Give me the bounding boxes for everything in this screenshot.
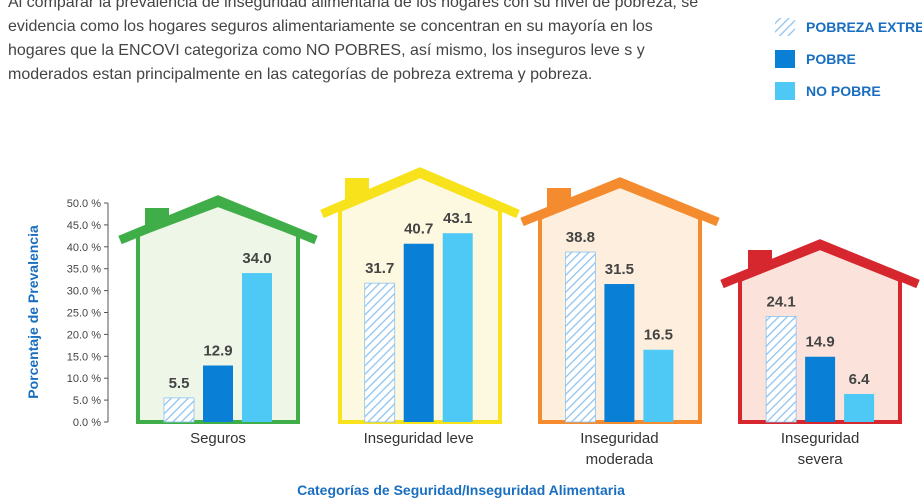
bar	[164, 398, 194, 422]
value-label: 38.8	[566, 229, 595, 246]
y-tick-label: 40.0 %	[67, 242, 101, 254]
value-label: 34.0	[242, 250, 271, 267]
value-label: 16.5	[644, 327, 673, 344]
value-label: 31.5	[605, 261, 634, 278]
y-tick-label: 50.0 %	[67, 198, 101, 210]
y-tick-label: 5.0 %	[73, 395, 101, 407]
y-tick-label: 0.0 %	[73, 417, 101, 429]
value-label: 43.1	[443, 210, 472, 227]
value-label: 12.9	[203, 342, 232, 359]
bar	[443, 233, 473, 422]
x-tick-label: Inseguridad leve	[359, 428, 479, 449]
bar	[604, 284, 634, 422]
bar	[643, 350, 673, 422]
y-tick-label: 45.0 %	[67, 220, 101, 232]
bar	[565, 252, 595, 422]
x-tick-label: Inseguridad moderada	[559, 428, 679, 470]
legend-swatch	[775, 18, 795, 36]
bar	[805, 357, 835, 422]
y-tick-label: 10.0 %	[67, 373, 101, 385]
legend-swatch	[775, 82, 795, 100]
bar	[844, 394, 874, 422]
legend-label: POBREZA EXTREMA	[806, 19, 922, 35]
y-tick-label: 20.0 %	[67, 329, 101, 341]
x-axis-title: Categorías de Seguridad/Inseguridad Alim…	[297, 482, 625, 498]
value-label: 6.4	[849, 371, 871, 388]
x-tick-label: Seguros	[158, 428, 278, 449]
bar	[766, 316, 796, 422]
y-axis-title: Porcentaje de Prevalencia	[25, 225, 41, 399]
x-tick-label: Inseguridad severa	[760, 428, 880, 470]
chart: Porcentaje de Prevalencia Categorías de …	[0, 0, 922, 500]
legend-label: NO POBRE	[806, 83, 881, 99]
y-tick-label: 15.0 %	[67, 351, 101, 363]
bar	[365, 283, 395, 422]
page: Al comparar la prevalencia de insegurida…	[0, 0, 922, 500]
bar	[203, 365, 233, 422]
bar	[242, 273, 272, 422]
value-label: 5.5	[169, 375, 190, 392]
y-tick-label: 35.0 %	[67, 264, 101, 276]
houses	[120, 172, 918, 422]
value-label: 40.7	[404, 221, 433, 238]
value-label: 24.1	[766, 293, 795, 310]
value-label: 14.9	[805, 334, 834, 351]
bar	[404, 244, 434, 422]
y-tick-label: 30.0 %	[67, 286, 101, 298]
y-tick-label: 25.0 %	[67, 308, 101, 320]
value-label: 31.7	[365, 260, 394, 277]
legend-label: POBRE	[806, 51, 856, 67]
legend-swatch	[775, 50, 795, 68]
